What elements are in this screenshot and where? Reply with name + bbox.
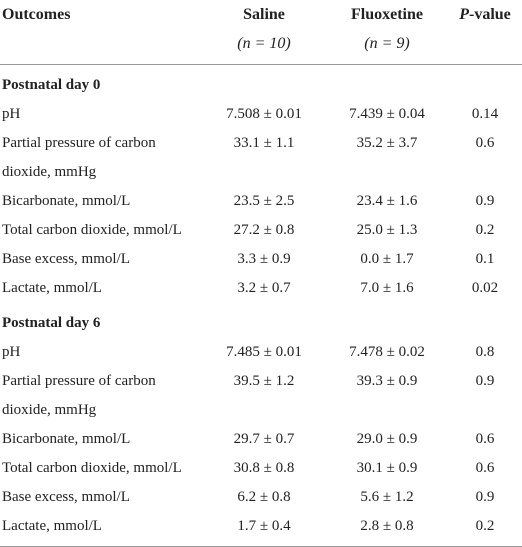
- value-cell: 7.508 ± 0.01: [226, 106, 302, 122]
- value-cell: 3.2 ± 0.7: [237, 280, 291, 296]
- data-row: Partial pressure of carbon dioxide, mmHg…: [0, 129, 522, 187]
- value-cell: 29.7 ± 0.7: [233, 431, 295, 447]
- outcome-label: Lactate, mmol/L: [2, 280, 102, 296]
- value-cell: 30.1 ± 0.9: [356, 460, 418, 476]
- outcome-label: Bicarbonate, mmol/L: [2, 193, 131, 209]
- value-cell: 6.2 ± 0.8: [237, 489, 291, 505]
- section-row: Postnatal day 0: [0, 65, 522, 101]
- header-cell: P-value: [459, 6, 511, 23]
- value-cell: 35.2 ± 3.7: [356, 135, 418, 151]
- value-cell: 0.9: [475, 373, 495, 389]
- section-title: Postnatal day 0: [2, 77, 101, 93]
- outcome-label: Partial pressure of carbon dioxide, mmHg: [2, 135, 156, 180]
- value-cell: 25.0 ± 1.3: [356, 222, 418, 238]
- section-row: Postnatal day 6: [0, 303, 522, 338]
- value-cell: 0.8: [475, 344, 495, 360]
- section-title: Postnatal day 6: [2, 315, 101, 331]
- data-row: Bicarbonate, mmol/L 23.5 ± 2.5 23.4 ± 1.6 0…: [0, 187, 522, 216]
- value-cell: 0.02: [471, 280, 499, 296]
- value-cell: 0.2: [446, 512, 522, 547]
- value-cell: 27.2 ± 0.8: [233, 222, 295, 238]
- value-cell: 30.8 ± 0.8: [233, 460, 295, 476]
- data-row: Base excess, mmol/L 3.3 ± 0.9 0.0 ± 1.7 0.1: [0, 245, 522, 274]
- data-row: Total carbon dioxide, mmol/L 30.8 ± 0.8 30…: [0, 454, 522, 483]
- data-row: Lactate, mmol/L 3.2 ± 0.7 7.0 ± 1.6 0.02: [0, 274, 522, 303]
- outcome-label: Lactate, mmol/L: [0, 512, 200, 547]
- value-cell: 0.6: [475, 135, 495, 151]
- value-cell: 33.1 ± 1.1: [233, 135, 295, 151]
- value-cell: 7.485 ± 0.01: [226, 344, 302, 360]
- value-cell: 3.3 ± 0.9: [237, 251, 291, 267]
- value-cell: 23.5 ± 2.5: [233, 193, 295, 209]
- outcome-label: Total carbon dioxide, mmol/L: [2, 460, 182, 476]
- data-row: pH 7.508 ± 0.01 7.439 ± 0.04 0.14: [0, 100, 522, 129]
- data-row: Total carbon dioxide, mmol/L 27.2 ± 0.8 25…: [0, 216, 522, 245]
- subheader-cell: (n = 10): [200, 29, 326, 65]
- value-cell: 2.8 ± 0.8: [326, 512, 446, 547]
- value-cell: 39.5 ± 1.2: [233, 373, 295, 389]
- value-cell: 0.9: [475, 489, 495, 505]
- outcome-label: Base excess, mmol/L: [2, 489, 130, 505]
- value-cell: 29.0 ± 0.9: [356, 431, 418, 447]
- value-cell: 23.4 ± 1.6: [356, 193, 418, 209]
- table-body: Postnatal day 0 pH 7.508 ± 0.01 7.439 ± 0.0…: [0, 65, 522, 547]
- data-row: pH 7.485 ± 0.01 7.478 ± 0.02 0.8: [0, 338, 522, 367]
- value-cell: 7.0 ± 1.6: [360, 280, 414, 296]
- value-cell: 0.0 ± 1.7: [360, 251, 414, 267]
- value-cell: 5.6 ± 1.2: [360, 489, 414, 505]
- outcome-label: pH: [2, 344, 21, 360]
- data-row: Bicarbonate, mmol/L 29.7 ± 0.7 29.0 ± 0.9 0…: [0, 425, 522, 454]
- header-cell: Fluoxetine: [351, 6, 423, 23]
- value-cell: 1.7 ± 0.4: [200, 512, 326, 547]
- value-cell: 0.2: [475, 222, 495, 238]
- outcome-label: Partial pressure of carbon dioxide, mmHg: [2, 373, 156, 418]
- header-cell: Outcomes: [2, 6, 71, 23]
- outcome-label: pH: [2, 106, 21, 122]
- data-row: Partial pressure of carbon dioxide, mmHg…: [0, 367, 522, 425]
- outcome-label: Base excess, mmol/L: [2, 251, 130, 267]
- header-cell: Saline: [243, 6, 285, 23]
- value-cell: 39.3 ± 0.9: [356, 373, 418, 389]
- value-cell: 0.6: [475, 460, 495, 476]
- data-row: Base excess, mmol/L 6.2 ± 0.8 5.6 ± 1.2 0.9: [0, 483, 522, 512]
- value-cell: 0.1: [475, 251, 495, 267]
- subheader-cell: (n = 9): [326, 29, 446, 65]
- value-cell: 7.439 ± 0.04: [349, 106, 425, 122]
- value-cell: 0.6: [475, 431, 495, 447]
- value-cell: 0.14: [471, 106, 499, 122]
- data-row: Lactate, mmol/L 1.7 ± 0.4 2.8 ± 0.8 0.2: [0, 512, 522, 547]
- value-cell: 7.478 ± 0.02: [349, 344, 425, 360]
- outcome-label: Bicarbonate, mmol/L: [2, 431, 131, 447]
- value-cell: 0.9: [475, 193, 495, 209]
- outcome-label: Total carbon dioxide, mmol/L: [2, 222, 182, 238]
